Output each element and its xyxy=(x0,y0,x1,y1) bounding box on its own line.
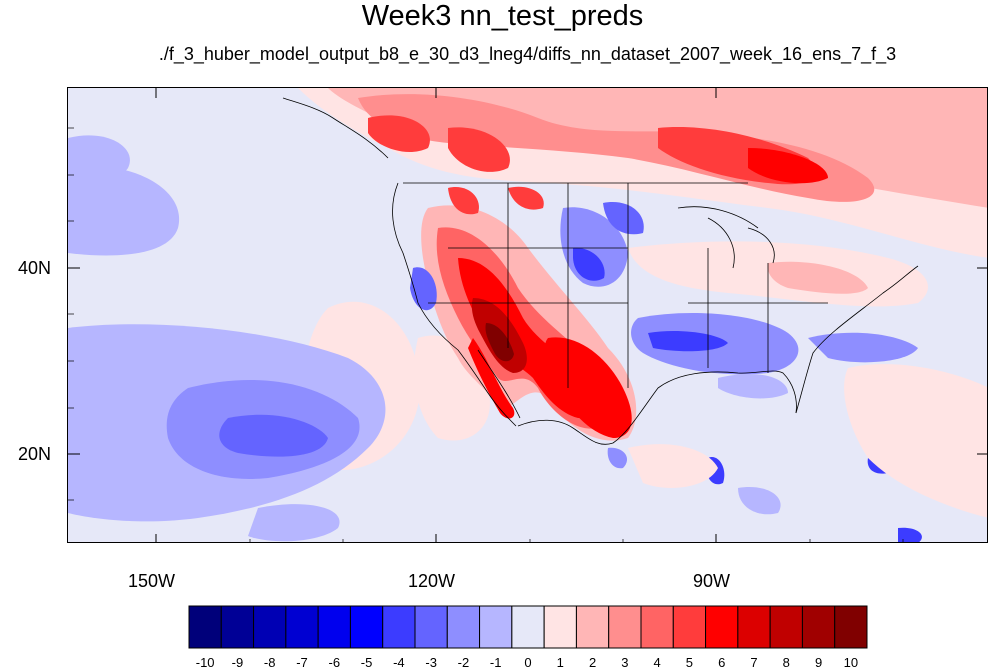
colorbar-label: 4 xyxy=(653,655,661,670)
plot-subtitle: ./f_3_huber_model_output_b8_e_30_d3_lneg… xyxy=(158,44,897,64)
colorbar-label: -10 xyxy=(195,655,215,670)
colorbar-box xyxy=(801,605,836,649)
y-tick-label-40n: 40N xyxy=(18,258,52,278)
colorbar-label: 1 xyxy=(556,655,564,670)
colorbar-label: -1 xyxy=(489,655,502,670)
x-tick-label-90w: 90W xyxy=(693,571,731,591)
colorbar-box xyxy=(769,605,803,649)
colorbar-box xyxy=(479,605,513,649)
colorbar-box xyxy=(414,605,448,649)
colorbar-label: -6 xyxy=(328,655,341,670)
colorbar-label: 7 xyxy=(750,655,758,670)
colorbar-box xyxy=(672,605,707,649)
y-tick-label-20n: 20N xyxy=(18,444,52,464)
colorbar-box xyxy=(317,605,351,649)
colorbar-label: -7 xyxy=(296,655,308,670)
colorbar-label: 5 xyxy=(685,655,694,670)
colorbar-box xyxy=(188,605,222,649)
colorbar-box xyxy=(511,605,545,649)
colorbar-box xyxy=(575,605,610,649)
colorbar-label: 6 xyxy=(718,655,726,670)
colorbar-label: -5 xyxy=(360,655,373,670)
colorbar-box xyxy=(608,605,642,649)
colorbar-label: -2 xyxy=(457,655,470,670)
colorbar-label: -9 xyxy=(231,655,244,670)
colorbar xyxy=(188,605,868,649)
colorbar-box xyxy=(705,605,739,649)
colorbar-label: -3 xyxy=(425,655,437,670)
colorbar-box xyxy=(446,605,481,649)
colorbar-label: 3 xyxy=(621,655,629,670)
anomaly-field-map xyxy=(68,88,987,542)
x-tick-label-120w: 120W xyxy=(408,571,456,591)
map-panel xyxy=(67,87,988,543)
colorbar-box xyxy=(253,605,287,649)
colorbar-label: 0 xyxy=(524,655,532,670)
colorbar-box xyxy=(737,605,771,649)
colorbar-box xyxy=(220,605,255,649)
colorbar-box xyxy=(285,605,319,649)
colorbar-box xyxy=(382,605,416,649)
colorbar-label: 9 xyxy=(814,655,823,670)
colorbar-label: -4 xyxy=(393,655,405,670)
colorbar-label: 10 xyxy=(843,655,859,670)
colorbar-label: 2 xyxy=(588,655,597,670)
colorbar-box xyxy=(640,605,674,649)
colorbar-box xyxy=(349,605,384,649)
colorbar-label: -8 xyxy=(263,655,276,670)
colorbar-label: 8 xyxy=(782,655,790,670)
colorbar-box xyxy=(543,605,577,649)
plot-title: Week3 nn_test_preds xyxy=(361,0,644,32)
x-tick-label-150w: 150W xyxy=(128,571,176,591)
colorbar-box xyxy=(834,605,868,649)
